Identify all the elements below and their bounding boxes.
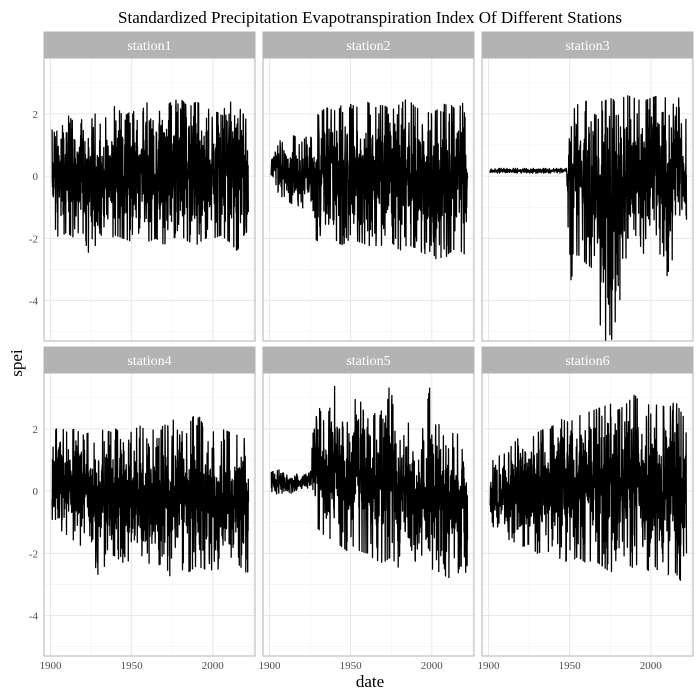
- x-tick-label: 2000: [421, 660, 444, 672]
- panel-border: [43, 57, 256, 342]
- x-tick-label: 1900: [39, 660, 62, 672]
- y-tick-label: 0: [33, 486, 39, 498]
- panel-border: [43, 372, 256, 657]
- y-tick-label: -4: [29, 296, 39, 308]
- spei-series-line: [270, 385, 469, 579]
- x-tick-label: 2000: [202, 660, 225, 672]
- chart-title: Standardized Precipitation Evapotranspir…: [118, 8, 622, 27]
- facet-strip-label: station3: [565, 39, 609, 54]
- spei-series-line: [270, 99, 469, 260]
- spei-series-line: [51, 415, 250, 577]
- panel-border: [481, 57, 694, 342]
- facet-strip: [43, 31, 256, 59]
- facet-strip-label: station6: [565, 354, 609, 369]
- facet-strip-label: station2: [346, 39, 390, 54]
- spei-series-line: [489, 95, 688, 341]
- y-tick-label: 2: [33, 109, 39, 121]
- facet-strip-label: station4: [127, 354, 171, 369]
- facet-panels: station1 -4 -2 0 2 station2 station3 station4 -4…: [29, 31, 694, 672]
- x-tick-label: 1950: [340, 660, 363, 672]
- panel-border: [262, 372, 475, 657]
- panel-border: [481, 372, 694, 657]
- x-axis-label: date: [356, 672, 384, 691]
- y-tick-label: 2: [33, 424, 39, 436]
- facet-strip-label: station1: [127, 39, 171, 54]
- y-tick-label: 0: [33, 171, 39, 183]
- spei-series-line: [51, 99, 250, 253]
- y-axis-label: spei: [7, 349, 26, 377]
- x-tick-label: 2000: [640, 660, 663, 672]
- facet-strip: [43, 346, 256, 374]
- y-tick-label: -2: [29, 548, 38, 560]
- spei-series-line: [489, 394, 688, 581]
- x-tick-label: 1950: [559, 660, 582, 672]
- y-tick-label: -4: [29, 611, 39, 623]
- x-tick-label: 1900: [477, 660, 500, 672]
- x-tick-label: 1950: [121, 660, 144, 672]
- y-tick-label: -2: [29, 233, 38, 245]
- facet-strip-label: station5: [346, 354, 390, 369]
- facet-strip: [481, 346, 694, 374]
- facet-strip: [481, 31, 694, 59]
- panel-border: [262, 57, 475, 342]
- x-tick-label: 1900: [258, 660, 281, 672]
